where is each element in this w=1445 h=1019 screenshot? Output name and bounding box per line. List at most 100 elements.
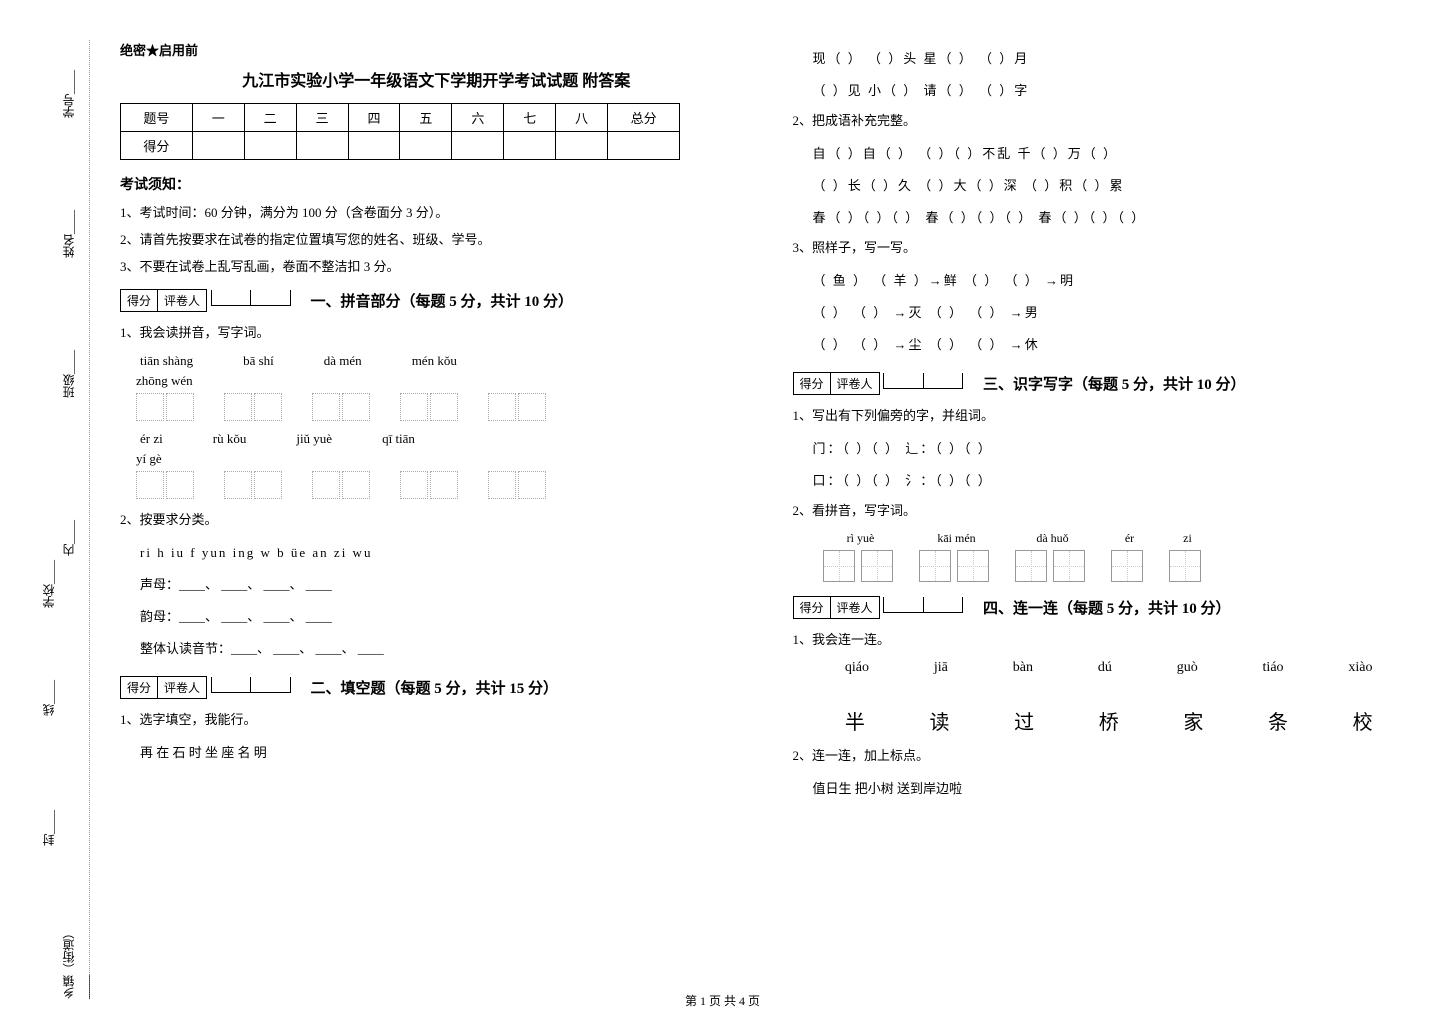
conn-c: 半 xyxy=(845,706,865,735)
s2-q2-line1: 自（ ）自（ ） （ ）（ ）不乱 千（ ）万（ ） xyxy=(813,141,1426,167)
side-name: 姓名____ xyxy=(60,210,77,258)
col-label: 题号 xyxy=(121,104,193,132)
section-4-title: 四、连一连（每题 5 分，共计 10 分） xyxy=(983,597,1231,618)
tian-pinyin: ér xyxy=(1125,531,1134,546)
grade-box: 得分 评卷人 xyxy=(793,596,880,619)
left-column: 绝密★启用前 九江市实验小学一年级语文下学期开学考试试题 附答案 题号 一 二 … xyxy=(120,40,753,999)
s1-q2: 2、按要求分类。 xyxy=(120,509,753,528)
grade-left: 得分 xyxy=(794,373,831,394)
pinyin-left: yí gè xyxy=(136,451,753,467)
grade-left: 得分 xyxy=(121,290,158,311)
s3-q2: 2、看拼音，写字词。 xyxy=(793,500,1426,519)
section-1-head: 得分 评卷人 一、拼音部分（每题 5 分，共计 10 分） xyxy=(120,289,753,312)
conn-p: guò xyxy=(1177,660,1198,676)
pinyin: rù kǒu xyxy=(213,431,247,447)
conn-p: jiā xyxy=(934,660,948,676)
tian-pinyin: kāi mén xyxy=(937,531,975,546)
conn-c: 家 xyxy=(1183,706,1203,735)
grade-right: 评卷人 xyxy=(831,597,879,618)
page-footer: 第 1 页 共 4 页 xyxy=(685,992,760,1009)
notice-1: 1、考试时间：60 分钟，满分为 100 分（含卷面分 3 分）。 xyxy=(120,202,753,221)
score-cell xyxy=(452,132,504,160)
conn-c: 桥 xyxy=(1099,706,1119,735)
pinyin: bā shí xyxy=(243,353,274,369)
notice-3: 3、不要在试卷上乱写乱画，卷面不整洁扣 3 分。 xyxy=(120,256,753,275)
s2-q2: 2、把成语补充完整。 xyxy=(793,110,1426,129)
col-4: 四 xyxy=(348,104,400,132)
pinyin: jiǔ yuè xyxy=(296,431,332,447)
score-cell xyxy=(348,132,400,160)
conn-p: dú xyxy=(1098,660,1112,676)
right-column: 现（ ） （ ）头 星（ ） （ ）月 （ ）见 小（ ） 请（ ） （ ）字 … xyxy=(793,40,1426,999)
grade-box-blank xyxy=(211,290,291,306)
s2-q3-line3: （ ） （ ） →尘 （ ） （ ） →休 xyxy=(813,332,1426,358)
s3-q1-line1: 门：（ ）（ ） 辶：（ ）（ ） xyxy=(813,436,1426,462)
pinyin-row-2: ér zi rù kǒu jiǔ yuè qī tiān xyxy=(140,431,753,447)
side-margin: 学号____ 姓名____ 班级____ 内____ 学校____ 线____ … xyxy=(20,40,90,999)
score-table: 题号 一 二 三 四 五 六 七 八 总分 得分 xyxy=(120,103,680,160)
grade-left: 得分 xyxy=(121,677,158,698)
conn-p: tiáo xyxy=(1263,660,1284,676)
notice-title: 考试须知： xyxy=(120,174,753,194)
score-cell xyxy=(296,132,348,160)
s2-q3-line2: （ ） （ ） →灭 （ ） （ ） →男 xyxy=(813,300,1426,326)
s4-q2-row: 值日生 把小树 送到岸边啦 xyxy=(813,776,1426,802)
secret-label: 绝密★启用前 xyxy=(120,40,753,59)
grade-right: 评卷人 xyxy=(158,677,206,698)
side-school: 学校____ xyxy=(40,560,57,608)
s2-q1-line2: （ ）见 小（ ） 请（ ） （ ）字 xyxy=(813,78,1426,104)
side-feng: 封____ xyxy=(40,810,57,846)
tian-pinyin: rì yuè xyxy=(847,531,875,546)
side-township: 乡镇（街道）____ xyxy=(60,910,92,999)
grade-wrap: 得分 评卷人 xyxy=(793,372,964,395)
s1-q1: 1、我会读拼音，写字词。 xyxy=(120,322,753,341)
side-student-id: 学号____ xyxy=(60,70,77,118)
s1-q2-line2: 韵母：____、 ____、 ____、 ____ xyxy=(140,604,753,630)
grade-box-blank xyxy=(883,373,963,389)
section-3-title: 三、识字写字（每题 5 分，共计 10 分） xyxy=(983,373,1246,394)
pinyin: dà mén xyxy=(324,353,362,369)
s2-q2-line3: 春（ ）（ ）（ ） 春（ ）（ ）（ ） 春（ ）（ ）（ ） xyxy=(813,205,1426,231)
col-2: 二 xyxy=(244,104,296,132)
col-total: 总分 xyxy=(608,104,680,132)
notice-2: 2、请首先按要求在试卷的指定位置填写您的姓名、班级、学号。 xyxy=(120,229,753,248)
conn-p: qiáo xyxy=(845,660,869,676)
score-value-row: 得分 xyxy=(121,132,680,160)
grade-wrap: 得分 评卷人 xyxy=(120,676,291,699)
page: 学号____ 姓名____ 班级____ 内____ 学校____ 线____ … xyxy=(0,0,1445,1019)
pinyin: mén kǒu xyxy=(412,353,457,369)
score-header-row: 题号 一 二 三 四 五 六 七 八 总分 xyxy=(121,104,680,132)
score-cell xyxy=(244,132,296,160)
section-2-title: 二、填空题（每题 5 分，共计 15 分） xyxy=(311,677,559,698)
col-6: 六 xyxy=(452,104,504,132)
tian-group: rì yuè kāi mén dà huǒ ér zi xyxy=(823,531,1426,582)
row-label: 得分 xyxy=(121,132,193,160)
conn-p: bàn xyxy=(1013,660,1033,676)
side-class: 班级____ xyxy=(60,350,77,398)
char-boxes-2 xyxy=(136,471,753,499)
score-cell xyxy=(504,132,556,160)
section-3-head: 得分 评卷人 三、识字写字（每题 5 分，共计 10 分） xyxy=(793,372,1426,395)
tian-pair: ér xyxy=(1111,531,1149,582)
grade-wrap: 得分 评卷人 xyxy=(793,596,964,619)
s2-q3-line1: （ 鱼 ） （ 羊 ）→鲜 （ ） （ ） →明 xyxy=(813,268,1426,294)
score-cell xyxy=(556,132,608,160)
grade-right: 评卷人 xyxy=(158,290,206,311)
conn-c: 过 xyxy=(1014,706,1034,735)
connect-pinyin-row: qiáo jiā bàn dú guò tiáo xiào xyxy=(813,660,1406,676)
s2-q1: 1、选字填空，我能行。 xyxy=(120,709,753,728)
exam-title: 九江市实验小学一年级语文下学期开学考试试题 附答案 xyxy=(120,67,753,91)
pinyin: tiān shàng xyxy=(140,353,193,369)
grade-box-blank xyxy=(883,597,963,613)
conn-c: 读 xyxy=(929,706,949,735)
s2-q1-line1: 现（ ） （ ）头 星（ ） （ ）月 xyxy=(813,46,1426,72)
col-8: 八 xyxy=(556,104,608,132)
side-xian: 线____ xyxy=(40,680,57,716)
score-cell xyxy=(192,132,244,160)
s1-q2-line3: 整体认读音节：____、 ____、 ____、 ____ xyxy=(140,636,753,662)
s4-q1: 1、我会连一连。 xyxy=(793,629,1426,648)
tian-pinyin: zi xyxy=(1183,531,1192,546)
tian-pinyin: dà huǒ xyxy=(1036,531,1068,546)
section-2-head: 得分 评卷人 二、填空题（每题 5 分，共计 15 分） xyxy=(120,676,753,699)
pinyin: ér zi xyxy=(140,431,163,447)
